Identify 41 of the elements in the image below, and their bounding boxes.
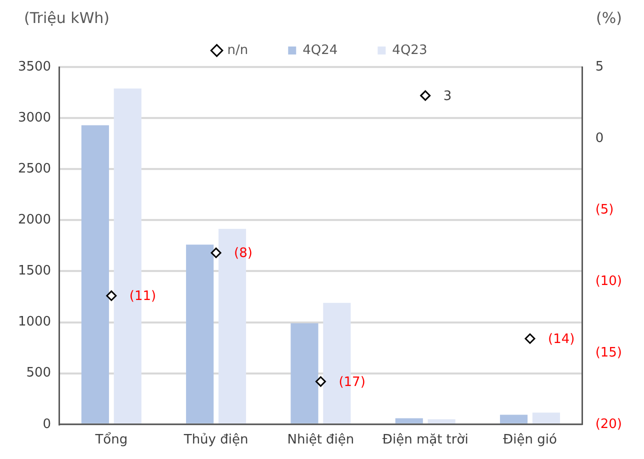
x-tick-label: Điện gió <box>503 432 557 448</box>
x-tick-label: Tổng <box>94 432 128 448</box>
bar <box>395 418 423 424</box>
data-label: (11) <box>129 289 156 304</box>
y-tick-label: 500 <box>26 366 52 381</box>
point <box>210 248 222 258</box>
y2-tick-label: (5) <box>595 202 614 218</box>
y2-tick-label: (10) <box>595 274 622 289</box>
y2-tick-label: 5 <box>595 59 604 74</box>
point <box>524 333 536 344</box>
legend-label: 4Q24 <box>302 42 338 58</box>
point <box>315 376 326 387</box>
y2-tick-label: (15) <box>595 345 622 360</box>
point <box>106 290 117 301</box>
bar <box>186 244 214 424</box>
y-tick-label: 0 <box>42 416 52 432</box>
point <box>420 90 431 101</box>
y-tick-label: 1000 <box>18 314 52 330</box>
x-tick-label: Nhiệt điện <box>287 432 354 448</box>
x-tick-label: Điện mặt trời <box>382 432 468 448</box>
y2-tick-label: (20) <box>595 416 622 432</box>
y-axis-title: (Triệu kWh) <box>24 8 110 27</box>
data-label: (8) <box>234 246 252 262</box>
data-label: (14) <box>548 332 575 347</box>
bar <box>500 414 528 424</box>
y-tick-label: 3000 <box>18 110 52 126</box>
y2-axis-title: (%) <box>596 8 622 27</box>
y-tick-label: 3500 <box>18 59 52 74</box>
y-tick-label: 2500 <box>18 161 52 176</box>
y-tick-label: 2000 <box>18 212 52 228</box>
bar <box>428 419 456 424</box>
bar <box>532 412 560 424</box>
data-label: 3 <box>443 88 452 104</box>
y2-tick-label: 0 <box>595 130 604 146</box>
legend-label: 4Q23 <box>392 42 428 58</box>
x-tick-label: Thủy điện <box>182 432 248 448</box>
data-label: (17) <box>338 374 366 390</box>
y-tick-label: 1500 <box>18 264 52 279</box>
bar <box>290 323 318 424</box>
legend-label: n/n <box>227 42 248 58</box>
bar <box>81 125 109 424</box>
